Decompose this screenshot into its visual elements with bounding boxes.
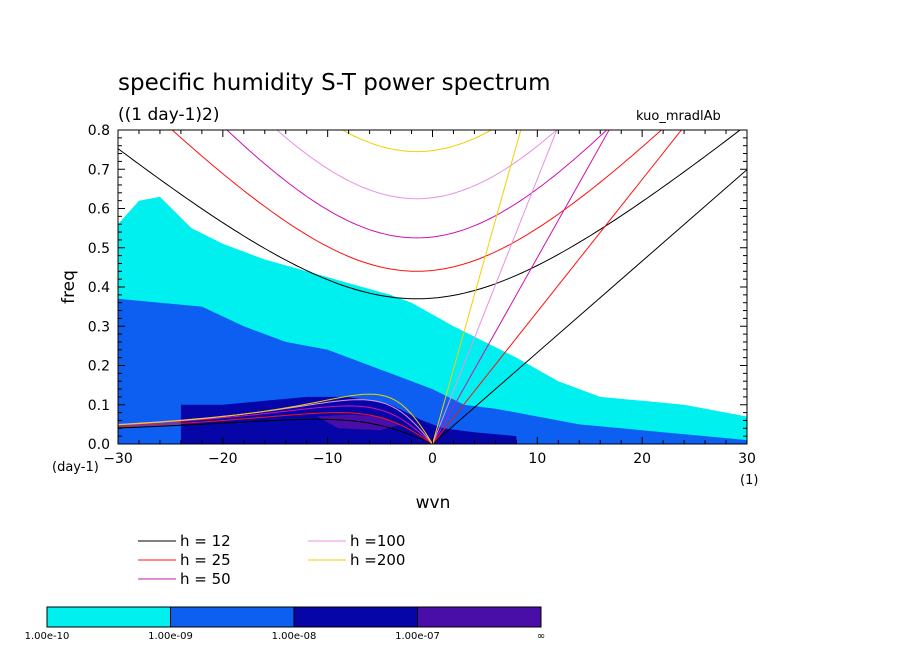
x-tick-label: 30 — [738, 451, 756, 467]
power-region-4 — [317, 414, 402, 431]
run-label: kuo_mradlAb — [636, 109, 721, 124]
ig-curve-h200 — [341, 130, 493, 153]
x-tick-label: 20 — [633, 451, 651, 467]
ig-curve-h50 — [226, 130, 608, 239]
colorbar-swatch — [170, 606, 295, 628]
axes: −30 −20 −10 0 10 20 30 0.0 0.1 0.2 0.3 0.4 0.5 0.6 0.7… — [88, 123, 756, 467]
legend-label-h100: h =100 — [350, 532, 405, 550]
y-tick-label: 0.2 — [88, 359, 110, 375]
colorbar-label: ∞ — [537, 631, 545, 642]
rossby-curve-h200 — [118, 393, 433, 444]
y-tick-label: 0.8 — [88, 123, 110, 139]
colorbar-swatch — [46, 606, 171, 628]
chart-title: specific humidity S-T power spectrum — [118, 70, 550, 96]
x-unit-label: (1) — [740, 473, 758, 488]
y-axis-label: freq — [59, 270, 79, 304]
colorbar-label: 1.00e-07 — [395, 631, 440, 642]
x-tick-label: −30 — [103, 451, 133, 467]
colorbar-swatch — [293, 606, 418, 628]
kelvin-line-h200 — [432, 130, 522, 444]
y-tick-label: 0.5 — [88, 241, 110, 257]
x-tick-label: 0 — [428, 451, 437, 467]
power-shading — [118, 196, 747, 444]
y-tick-label: 0.4 — [88, 280, 110, 296]
colorbar-label: 1.00e-08 — [272, 631, 317, 642]
ig-curve-h12 — [118, 130, 741, 300]
colorbar-swatch — [417, 606, 542, 628]
rossby-curve-h25 — [118, 412, 433, 444]
legend-label-h200: h =200 — [350, 551, 405, 569]
colorbar-label: 1.00e-09 — [148, 631, 193, 642]
ig-curve-h25 — [171, 130, 663, 272]
rossby-curve-h12 — [118, 418, 433, 444]
colorbar-label: 1.00e-10 — [25, 631, 70, 642]
y-tick-label: 0.0 — [88, 437, 110, 453]
legend-label-h50: h = 50 — [180, 570, 231, 588]
y-tick-label: 0.7 — [88, 162, 110, 178]
y-unit-label: (day-1) — [52, 460, 99, 475]
chart-subtitle: ((1 day-1)2) — [118, 105, 220, 125]
ig-curve-h100 — [276, 130, 558, 200]
x-tick-label: −20 — [208, 451, 238, 467]
dispersion-curves — [118, 130, 747, 444]
x-tick-label: −10 — [313, 451, 343, 467]
kelvin-line-h25 — [432, 130, 683, 444]
legend-label-h25: h = 25 — [180, 551, 231, 569]
y-tick-label: 0.1 — [88, 398, 110, 414]
y-tick-label: 0.6 — [88, 202, 110, 218]
y-tick-label: 0.3 — [88, 319, 110, 335]
kelvin-line-h50 — [432, 130, 610, 444]
colorbar: 1.00e-10 1.00e-09 1.00e-08 1.00e-07 ∞ — [25, 606, 545, 642]
kelvin-line-h100 — [432, 130, 558, 444]
x-tick-label: 10 — [528, 451, 546, 467]
kelvin-line-h12 — [432, 169, 747, 444]
legend-label-h12: h = 12 — [180, 532, 231, 550]
x-axis-label: wvn — [416, 493, 451, 513]
